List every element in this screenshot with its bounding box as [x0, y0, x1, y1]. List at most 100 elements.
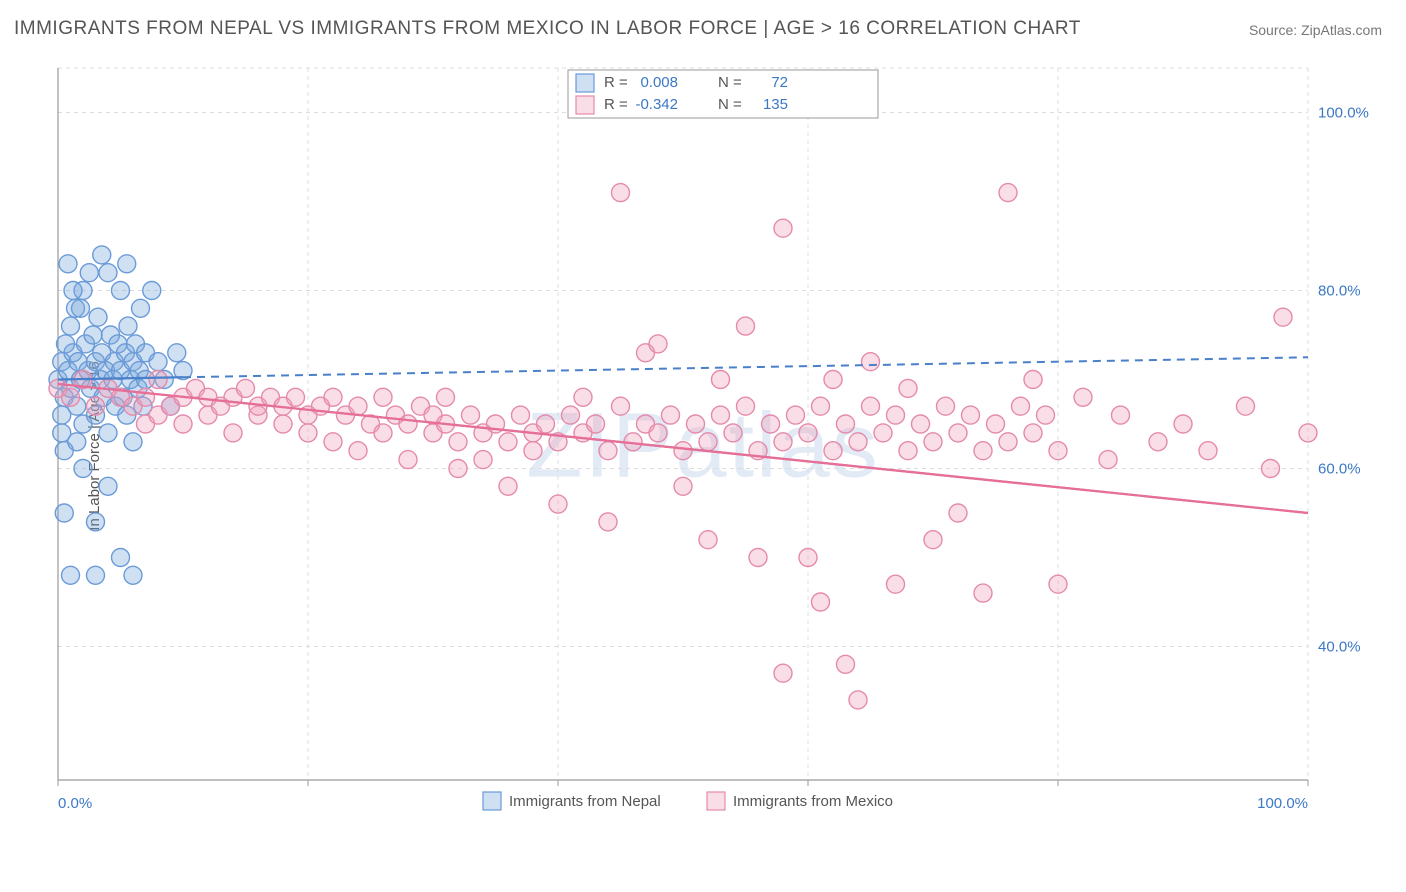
data-point [699, 531, 717, 549]
source-attribution: Source: ZipAtlas.com [1249, 22, 1382, 38]
data-point [349, 442, 367, 460]
data-point [649, 424, 667, 442]
data-point [999, 184, 1017, 202]
data-point [599, 513, 617, 531]
data-point [449, 433, 467, 451]
data-point [1149, 433, 1167, 451]
data-point [774, 219, 792, 237]
data-point [924, 433, 942, 451]
y-tick-label: 40.0% [1318, 639, 1361, 656]
data-point [80, 264, 98, 282]
data-point [324, 388, 342, 406]
data-point [974, 442, 992, 460]
data-point [687, 415, 705, 433]
data-point [1012, 397, 1030, 415]
data-point [862, 353, 880, 371]
data-point [99, 424, 117, 442]
data-point [499, 477, 517, 495]
stats-n-value: 135 [763, 96, 788, 113]
data-point [299, 424, 317, 442]
data-point [99, 477, 117, 495]
stats-r-value: 0.008 [640, 74, 678, 91]
data-point [1274, 308, 1292, 326]
data-point [1049, 575, 1067, 593]
data-point [1024, 371, 1042, 389]
data-point [812, 593, 830, 611]
data-point [1199, 442, 1217, 460]
data-point [74, 460, 92, 478]
data-point [949, 424, 967, 442]
legend-label: Immigrants from Nepal [509, 793, 661, 810]
data-point [119, 317, 137, 335]
data-point [499, 433, 517, 451]
data-point [93, 246, 111, 264]
data-point [612, 397, 630, 415]
data-point [112, 282, 130, 300]
legend-swatch [483, 792, 501, 810]
data-point [132, 299, 150, 317]
y-tick-label: 80.0% [1318, 283, 1361, 300]
data-point [699, 433, 717, 451]
data-point [53, 406, 71, 424]
x-tick-label: 100.0% [1257, 795, 1308, 812]
data-point [1262, 460, 1280, 478]
data-point [824, 371, 842, 389]
data-point [349, 397, 367, 415]
data-point [99, 264, 117, 282]
data-point [824, 442, 842, 460]
data-point [712, 371, 730, 389]
data-point [112, 549, 130, 567]
data-point [59, 255, 77, 273]
chart-container: IMMIGRANTS FROM NEPAL VS IMMIGRANTS FROM… [0, 0, 1406, 892]
data-point [512, 406, 530, 424]
data-point [787, 406, 805, 424]
stats-label: N = [718, 96, 742, 113]
data-point [124, 433, 142, 451]
data-point [712, 406, 730, 424]
data-point [87, 513, 105, 531]
x-tick-label: 0.0% [58, 795, 92, 812]
stats-label: N = [718, 74, 742, 91]
data-point [68, 433, 86, 451]
legend-label: Immigrants from Mexico [733, 793, 893, 810]
data-point [849, 691, 867, 709]
data-point [737, 397, 755, 415]
data-point [899, 442, 917, 460]
data-point [287, 388, 305, 406]
data-point [1299, 424, 1317, 442]
data-point [937, 397, 955, 415]
data-point [462, 406, 480, 424]
data-point [62, 566, 80, 584]
stats-n-value: 72 [771, 74, 788, 91]
data-point [974, 584, 992, 602]
data-point [143, 282, 161, 300]
y-tick-label: 60.0% [1318, 461, 1361, 478]
data-point [449, 460, 467, 478]
data-point [1024, 424, 1042, 442]
data-point [137, 388, 155, 406]
data-point [1174, 415, 1192, 433]
data-point [599, 442, 617, 460]
data-point [762, 415, 780, 433]
data-point [124, 566, 142, 584]
data-point [774, 664, 792, 682]
data-point [149, 371, 167, 389]
data-point [924, 531, 942, 549]
data-point [962, 406, 980, 424]
data-point [837, 655, 855, 673]
data-point [674, 477, 692, 495]
data-point [84, 326, 102, 344]
data-point [1074, 388, 1092, 406]
data-point [837, 415, 855, 433]
data-point [399, 415, 417, 433]
data-point [1037, 406, 1055, 424]
data-point [574, 388, 592, 406]
data-point [1099, 451, 1117, 469]
data-point [168, 344, 186, 362]
data-point [237, 379, 255, 397]
data-point [849, 433, 867, 451]
data-point [399, 451, 417, 469]
chart-title: IMMIGRANTS FROM NEPAL VS IMMIGRANTS FROM… [14, 18, 1081, 40]
data-point [862, 397, 880, 415]
trend-line-dashed [183, 357, 1308, 377]
